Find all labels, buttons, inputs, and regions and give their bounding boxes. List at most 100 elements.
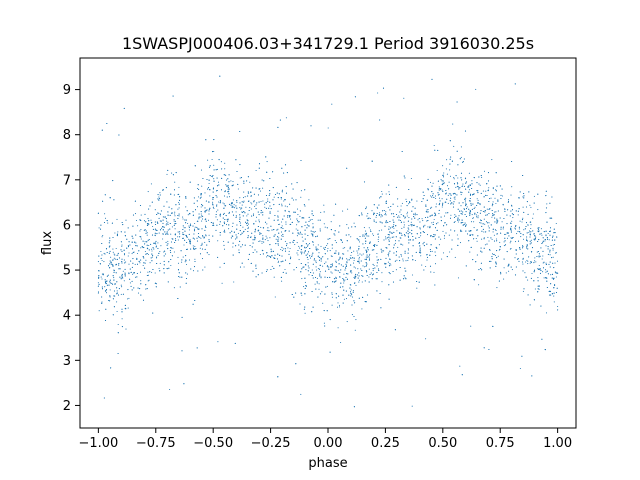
- data-point: [326, 276, 329, 279]
- data-point: [391, 226, 393, 228]
- data-point: [457, 186, 459, 188]
- data-point: [336, 306, 339, 308]
- data-point: [363, 266, 365, 268]
- data-point: [189, 239, 191, 241]
- data-point: [482, 190, 484, 192]
- data-point: [326, 285, 328, 287]
- data-point: [183, 383, 185, 385]
- data-point: [522, 244, 524, 247]
- data-point: [231, 203, 233, 205]
- data-point: [511, 209, 514, 211]
- data-point: [404, 217, 406, 219]
- data-point: [158, 212, 160, 215]
- data-point: [135, 242, 137, 244]
- data-point: [266, 223, 268, 225]
- data-point: [131, 241, 133, 243]
- data-point: [551, 277, 553, 279]
- data-point: [426, 220, 428, 222]
- data-point: [416, 287, 418, 289]
- data-point: [344, 279, 346, 281]
- data-point: [223, 195, 226, 197]
- data-point: [312, 231, 314, 233]
- data-point: [514, 241, 517, 243]
- data-point: [144, 267, 146, 269]
- data-point: [153, 242, 155, 244]
- data-point: [144, 243, 146, 245]
- data-point: [146, 288, 148, 290]
- data-point: [327, 127, 329, 129]
- data-point: [541, 242, 543, 245]
- data-point: [279, 223, 281, 225]
- data-point: [454, 196, 456, 198]
- data-point: [438, 213, 440, 215]
- data-point: [436, 169, 438, 172]
- data-point: [417, 219, 419, 221]
- data-point: [227, 220, 229, 222]
- data-point: [277, 239, 279, 241]
- data-point: [286, 206, 288, 208]
- data-point: [294, 211, 296, 213]
- data-point: [449, 158, 451, 160]
- data-point: [241, 211, 243, 214]
- data-point: [167, 223, 169, 225]
- data-point: [439, 200, 441, 202]
- data-point: [377, 92, 379, 94]
- data-point: [169, 222, 171, 225]
- data-point: [298, 221, 300, 223]
- data-point: [293, 239, 295, 242]
- data-point: [236, 200, 238, 202]
- data-point: [445, 212, 447, 214]
- data-point: [140, 280, 142, 282]
- data-point: [110, 367, 112, 369]
- data-point: [212, 174, 214, 177]
- data-point: [426, 199, 428, 201]
- data-point: [503, 217, 505, 220]
- data-point: [232, 184, 234, 186]
- data-point: [402, 278, 405, 280]
- data-point: [522, 206, 524, 208]
- data-point: [250, 191, 252, 193]
- data-point: [134, 276, 137, 278]
- data-point: [208, 234, 210, 236]
- data-point: [378, 204, 380, 206]
- data-point: [324, 293, 326, 295]
- data-point: [262, 211, 264, 213]
- data-point: [476, 182, 478, 184]
- data-point: [436, 247, 438, 249]
- data-point: [188, 226, 190, 228]
- data-point: [301, 236, 303, 238]
- data-point: [185, 222, 187, 224]
- data-point: [432, 193, 434, 195]
- data-point: [334, 230, 336, 232]
- data-point: [109, 281, 111, 283]
- data-point: [257, 211, 259, 213]
- data-point: [140, 259, 142, 261]
- data-point: [255, 204, 257, 206]
- data-point: [296, 252, 298, 254]
- data-point: [545, 212, 547, 214]
- data-point: [350, 264, 352, 266]
- data-point: [138, 250, 140, 252]
- data-point: [544, 240, 546, 242]
- data-point: [301, 233, 303, 235]
- data-point: [379, 119, 381, 121]
- data-point: [277, 228, 279, 230]
- data-point: [216, 205, 218, 207]
- data-point: [539, 272, 542, 274]
- data-point: [208, 213, 210, 215]
- data-point: [407, 227, 409, 229]
- data-point: [419, 248, 421, 250]
- data-point: [400, 209, 402, 211]
- data-point: [335, 277, 338, 279]
- data-point: [223, 212, 225, 214]
- data-point: [199, 253, 202, 255]
- data-point: [178, 186, 180, 188]
- data-point: [338, 231, 340, 233]
- data-point: [546, 238, 549, 240]
- data-point: [300, 233, 302, 235]
- data-point: [365, 232, 368, 234]
- data-point: [425, 205, 427, 207]
- data-point: [360, 260, 362, 262]
- data-point: [149, 271, 151, 273]
- data-point: [288, 210, 290, 212]
